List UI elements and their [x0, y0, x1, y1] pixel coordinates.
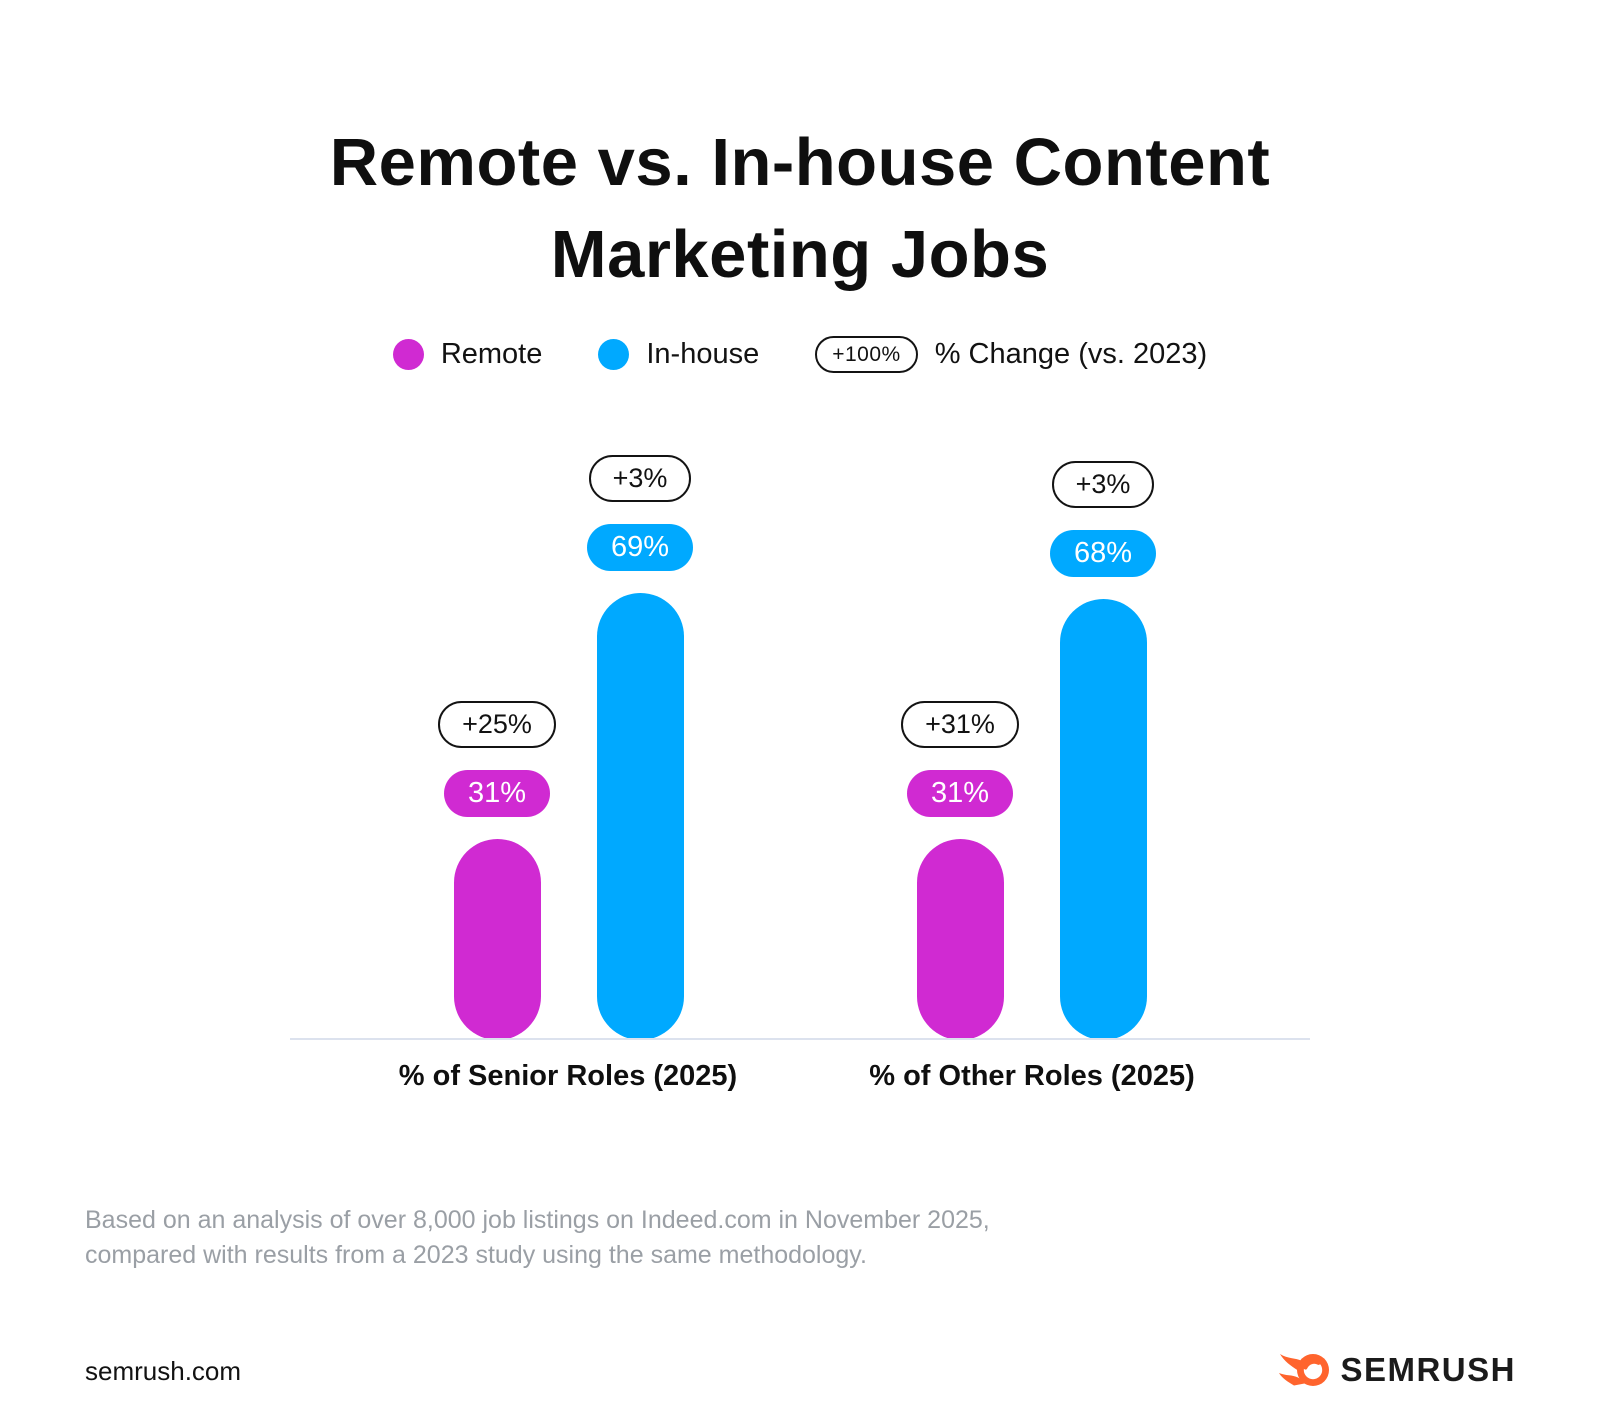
footnote: Based on an analysis of over 8,000 job l…: [85, 1203, 990, 1272]
remote-dot-icon: [392, 339, 424, 370]
bar-group-inhouse-senior: +3% 69%: [565, 455, 715, 1040]
bar-group-remote-other: +31% 31%: [885, 701, 1035, 1040]
category-label-senior-roles: % of Senior Roles (2025): [398, 1060, 738, 1092]
legend-item-inhouse: In-house: [598, 338, 759, 371]
semrush-logotype: SEMRUSH: [1340, 1351, 1516, 1388]
value-label: 68%: [1049, 530, 1157, 577]
inhouse-dot-icon: [598, 339, 630, 370]
change-badge: +3%: [588, 455, 692, 502]
bar-remote-senior-roles: [453, 839, 541, 1040]
legend-item-remote: Remote: [392, 338, 543, 371]
bar-group-remote-senior: +25% 31%: [422, 701, 572, 1040]
bar-inhouse-senior-roles: [596, 593, 684, 1040]
legend-inhouse-label: In-house: [646, 338, 760, 370]
legend-item-change: +100% % Change (vs. 2023): [815, 336, 1207, 373]
change-badge: +31%: [901, 701, 1019, 748]
semrush-logo: SEMRUSH: [1279, 1348, 1516, 1392]
value-label: 31%: [443, 770, 551, 817]
footnote-line1: Based on an analysis of over 8,000 job l…: [85, 1206, 990, 1234]
bar-inhouse-other-roles: [1059, 599, 1147, 1040]
value-label: 31%: [906, 770, 1014, 817]
change-badge: +25%: [438, 701, 556, 748]
footnote-line2: compared with results from a 2023 study …: [85, 1240, 867, 1269]
legend-remote-label: Remote: [440, 338, 543, 370]
site-url: semrush.com: [85, 1356, 242, 1386]
bar-group-inhouse-other: +3% 68%: [1028, 461, 1178, 1040]
axis-baseline: [290, 1038, 1310, 1040]
legend-change-label: % Change (vs. 2023): [934, 338, 1208, 370]
page-title: Remote vs. In-house Content Marketing Jo…: [0, 117, 1600, 302]
change-badge: +3%: [1051, 461, 1155, 508]
page-title-line2: Marketing Jobs: [550, 217, 1050, 293]
bar-remote-other-roles: [916, 839, 1004, 1040]
change-pill-sample: +100%: [815, 336, 918, 373]
value-label: 69%: [586, 524, 694, 571]
category-label-other-roles: % of Other Roles (2025): [869, 1060, 1195, 1092]
semrush-flame-icon: [1279, 1354, 1330, 1386]
legend: Remote In-house +100% % Change (vs. 2023…: [0, 336, 1600, 373]
page-title-line1: Remote vs. In-house Content: [329, 124, 1271, 200]
